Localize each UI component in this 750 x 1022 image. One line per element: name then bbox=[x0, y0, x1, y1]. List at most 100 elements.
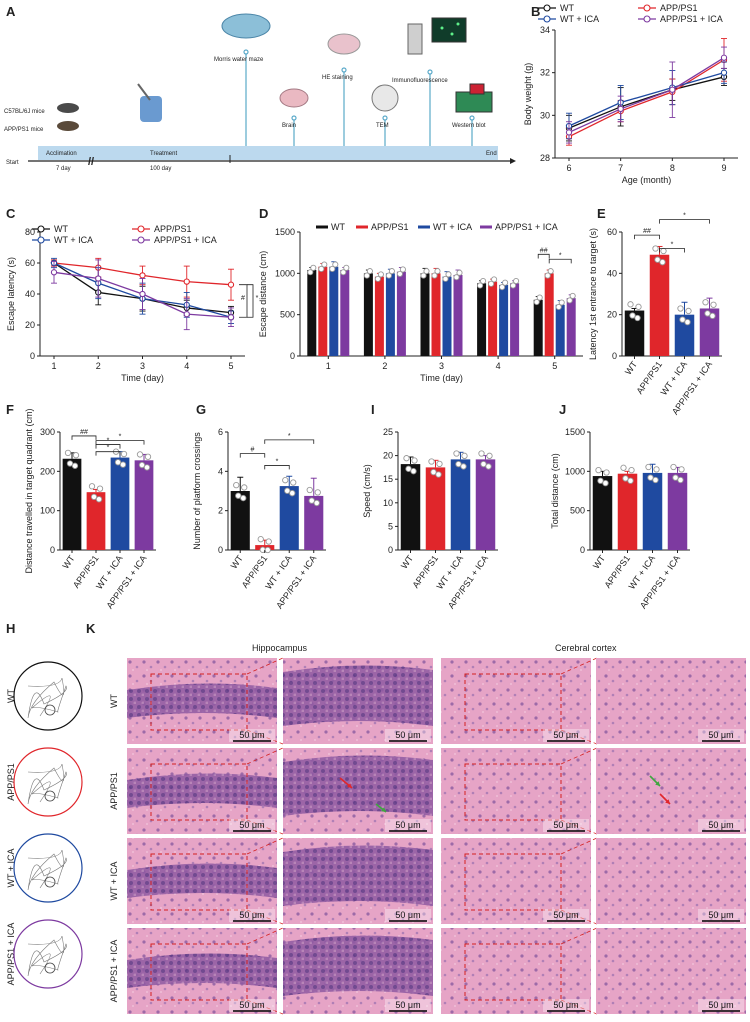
chart-c-escape-latency: 0 20 40 60 80 Escape latency (s) 1 2 3 4 5 Time (da… bbox=[6, 224, 259, 383]
x-tick-label: WT bbox=[229, 553, 246, 571]
data-dot bbox=[620, 464, 627, 471]
mouse-icon-app bbox=[57, 121, 79, 131]
bar bbox=[555, 304, 565, 356]
timeline-treatment-days: 100 day bbox=[150, 166, 171, 172]
y-axis-title: Total distance (cm) bbox=[550, 453, 560, 529]
data-dot bbox=[340, 269, 347, 276]
scale-bar-bg bbox=[543, 999, 589, 1012]
header-cortex: Cerebral cortex bbox=[555, 643, 617, 653]
data-dot bbox=[595, 467, 602, 474]
legend-marker bbox=[543, 4, 551, 12]
data-dot bbox=[332, 261, 339, 268]
bar bbox=[624, 310, 645, 356]
significance-mark: * bbox=[671, 242, 674, 249]
data-dot bbox=[72, 452, 80, 459]
x-tick-label: 4 bbox=[184, 361, 189, 371]
swim-path-row-label: WT + ICA bbox=[6, 848, 16, 887]
data-dot bbox=[704, 310, 711, 317]
scale-bar-bg bbox=[543, 909, 589, 922]
y-tick-label: 1000 bbox=[275, 268, 295, 278]
data-dot bbox=[547, 268, 554, 275]
data-dot bbox=[659, 259, 666, 266]
histology-row-label: WT bbox=[109, 694, 119, 708]
y-axis-title: Distance travelled in target quadrant (c… bbox=[24, 408, 34, 573]
swim-path bbox=[27, 849, 67, 891]
y-axis-title: Body weight (g) bbox=[523, 63, 533, 126]
scale-bar-label: 50 μm bbox=[708, 910, 733, 920]
significance-mark: # bbox=[251, 447, 255, 454]
significance-mark: ## bbox=[80, 429, 88, 436]
y-tick-label: 40 bbox=[607, 268, 617, 278]
y-axis-title: Escape latency (s) bbox=[6, 257, 16, 331]
data-dot bbox=[702, 299, 709, 306]
histology-image bbox=[596, 748, 746, 834]
data-dot bbox=[685, 307, 692, 315]
data-dot bbox=[385, 272, 392, 279]
y-tick-label: 5 bbox=[388, 521, 393, 531]
mouse-icon-wt bbox=[57, 103, 79, 113]
scale-bar-bg bbox=[385, 819, 431, 832]
data-dot bbox=[90, 493, 98, 501]
data-dot bbox=[544, 272, 551, 279]
bar bbox=[453, 274, 463, 356]
data-dot bbox=[684, 318, 691, 326]
data-dot bbox=[66, 460, 74, 467]
data-dot bbox=[119, 461, 127, 468]
significance-bracket bbox=[264, 465, 290, 470]
data-dot bbox=[434, 268, 441, 275]
data-dot bbox=[265, 538, 272, 545]
panel-label-b: B bbox=[531, 4, 540, 19]
significance-bracket bbox=[239, 284, 248, 318]
data-dot bbox=[453, 450, 460, 457]
data-point bbox=[50, 269, 58, 276]
data-dot bbox=[677, 305, 684, 312]
y-tick-label: 40 bbox=[25, 289, 35, 299]
scale-bar-bg bbox=[543, 819, 589, 832]
platform-outline bbox=[44, 704, 56, 716]
panel-label-f: F bbox=[6, 402, 14, 417]
bar bbox=[425, 467, 446, 550]
significance-mark: ## bbox=[540, 248, 548, 255]
panel-h-swim-paths: WT APP/PS1 WT + ICA APP/PS1 + ICA bbox=[6, 661, 83, 989]
data-dot bbox=[136, 451, 144, 458]
data-dot bbox=[597, 477, 604, 484]
data-dot bbox=[566, 297, 573, 304]
y-tick-label: 34 bbox=[540, 25, 550, 35]
y-tick-label: 4 bbox=[218, 466, 223, 476]
legend-marker bbox=[643, 15, 651, 23]
data-point bbox=[720, 54, 728, 61]
panel-k-histology: Hippocampus Cerebral cortex WT 50 μm 50 μm… bbox=[109, 643, 746, 1015]
data-point bbox=[95, 275, 102, 282]
x-tick-label: 9 bbox=[721, 163, 726, 173]
bar bbox=[674, 314, 695, 356]
scale-bar-bg bbox=[385, 999, 431, 1012]
water-maze-icon bbox=[221, 13, 271, 39]
y-axis-title: Number of platform crossings bbox=[192, 432, 202, 550]
scale-bar-label: 50 μm bbox=[239, 730, 264, 740]
data-dot bbox=[95, 496, 103, 503]
data-dot bbox=[306, 486, 313, 494]
data-dot bbox=[310, 264, 317, 271]
chart-f-distance-target-quadrant: 0 100 200 300 Distance travelled in target q… bbox=[24, 408, 156, 611]
red-arrow-icon-head bbox=[665, 799, 670, 804]
bar bbox=[510, 283, 520, 356]
pyramidal-layer bbox=[283, 755, 433, 816]
bar bbox=[307, 270, 317, 356]
panel-label-d: D bbox=[259, 206, 268, 221]
event-he: HE staining bbox=[322, 75, 353, 81]
data-dot bbox=[654, 256, 661, 263]
platform-outline bbox=[44, 962, 56, 974]
y-tick-label: 20 bbox=[383, 451, 393, 461]
data-dot bbox=[645, 463, 652, 471]
x-axis-title: Time (day) bbox=[420, 373, 463, 383]
swim-path-row-label: WT bbox=[6, 689, 16, 703]
green-arrow-icon-head bbox=[655, 781, 660, 786]
scale-bar-label: 50 μm bbox=[239, 910, 264, 920]
data-dot bbox=[480, 277, 487, 285]
swim-path bbox=[27, 677, 67, 719]
data-dot bbox=[652, 476, 659, 484]
bar bbox=[475, 459, 496, 550]
data-point bbox=[139, 272, 146, 279]
y-tick-label: 80 bbox=[25, 227, 35, 237]
